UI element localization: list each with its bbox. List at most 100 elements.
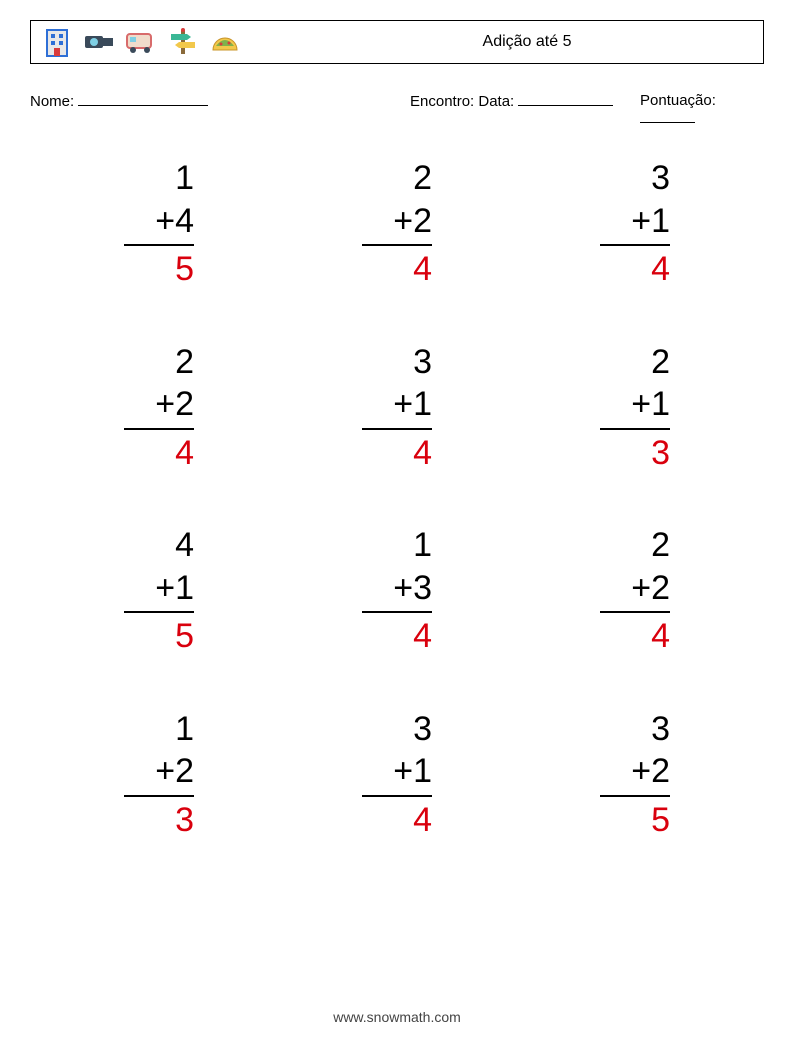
operand-a: 3 <box>600 708 670 751</box>
problem-inner: 2+24 <box>362 157 432 291</box>
meta-score: Pontuação: <box>640 92 764 127</box>
operand-b: 1 <box>175 569 194 607</box>
answer: 4 <box>362 613 432 658</box>
problem-inner: 3+14 <box>600 157 670 291</box>
operator-row: +2 <box>600 567 670 614</box>
problem-cell: 3+14 <box>308 341 486 475</box>
operator: + <box>393 385 413 423</box>
answer: 5 <box>124 613 194 658</box>
problem-inner: 3+25 <box>600 708 670 842</box>
answer: 3 <box>124 797 194 842</box>
operand-b: 3 <box>413 569 432 607</box>
operator: + <box>631 202 651 240</box>
operator: + <box>631 569 651 607</box>
answer: 4 <box>600 246 670 291</box>
operator-row: +2 <box>124 383 194 430</box>
operand-b: 1 <box>413 385 432 423</box>
operator: + <box>393 202 413 240</box>
camper-icon <box>125 26 157 58</box>
footer-url: www.snowmath.com <box>333 1009 461 1025</box>
problem-cell: 2+24 <box>70 341 248 475</box>
operand-b: 1 <box>651 385 670 423</box>
camera-icon <box>83 26 115 58</box>
answer: 4 <box>600 613 670 658</box>
operator-row: +2 <box>362 200 432 247</box>
problem-cell: 3+25 <box>546 708 724 842</box>
operand-b: 2 <box>651 752 670 790</box>
answer: 3 <box>600 430 670 475</box>
operand-b: 1 <box>413 752 432 790</box>
operand-b: 1 <box>651 202 670 240</box>
problem-inner: 3+14 <box>362 708 432 842</box>
problem-cell: 2+13 <box>546 341 724 475</box>
problem-cell: 3+14 <box>546 157 724 291</box>
operand-a: 4 <box>124 524 194 567</box>
meta-row: Nome: Encontro: Data: Pontuação: <box>30 92 764 127</box>
problem-inner: 2+13 <box>600 341 670 475</box>
date-blank[interactable] <box>518 92 613 106</box>
problem-inner: 2+24 <box>124 341 194 475</box>
operand-b: 4 <box>175 202 194 240</box>
operator: + <box>155 752 175 790</box>
score-blank[interactable] <box>640 109 695 123</box>
operand-a: 2 <box>600 524 670 567</box>
header-box: Adição até 5 <box>30 20 764 64</box>
operator-row: +1 <box>600 383 670 430</box>
worksheet-page: Adição até 5 Nome: Encontro: Data: Pontu… <box>0 0 794 1053</box>
worksheet-title: Adição até 5 <box>483 33 572 50</box>
answer: 5 <box>600 797 670 842</box>
encounter-label: Encontro: Data: <box>410 93 514 110</box>
operator-row: +2 <box>600 750 670 797</box>
operand-a: 2 <box>600 341 670 384</box>
problem-cell: 2+24 <box>546 524 724 658</box>
operator-row: +1 <box>124 567 194 614</box>
name-label: Nome: <box>30 93 74 110</box>
operator-row: +1 <box>362 750 432 797</box>
problem-inner: 2+24 <box>600 524 670 658</box>
operator: + <box>155 569 175 607</box>
operand-b: 2 <box>651 569 670 607</box>
operand-b: 2 <box>175 752 194 790</box>
problem-inner: 1+23 <box>124 708 194 842</box>
meta-name: Nome: <box>30 92 410 127</box>
problem-inner: 1+45 <box>124 157 194 291</box>
signpost-icon <box>167 26 199 58</box>
meta-date: Encontro: Data: <box>410 92 640 127</box>
problem-cell: 4+15 <box>70 524 248 658</box>
operator-row: +3 <box>362 567 432 614</box>
problem-cell: 3+14 <box>308 708 486 842</box>
problem-cell: 1+34 <box>308 524 486 658</box>
answer: 4 <box>124 430 194 475</box>
header-icons <box>31 26 241 58</box>
operand-a: 3 <box>362 341 432 384</box>
operator: + <box>155 202 175 240</box>
operand-a: 1 <box>124 708 194 751</box>
footer: www.snowmath.com <box>0 1009 794 1025</box>
operator-row: +2 <box>124 750 194 797</box>
operand-a: 2 <box>124 341 194 384</box>
operand-a: 1 <box>362 524 432 567</box>
operator-row: +1 <box>362 383 432 430</box>
problem-inner: 4+15 <box>124 524 194 658</box>
answer: 5 <box>124 246 194 291</box>
operand-b: 2 <box>175 385 194 423</box>
problem-inner: 1+34 <box>362 524 432 658</box>
operator-row: +1 <box>600 200 670 247</box>
answer: 4 <box>362 797 432 842</box>
operator: + <box>631 752 651 790</box>
problem-cell: 1+45 <box>70 157 248 291</box>
problem-cell: 1+23 <box>70 708 248 842</box>
operand-a: 3 <box>362 708 432 751</box>
operator: + <box>393 569 413 607</box>
operator-row: +4 <box>124 200 194 247</box>
name-blank[interactable] <box>78 92 208 106</box>
operand-b: 2 <box>413 202 432 240</box>
problems-grid: 1+452+243+142+243+142+134+151+342+241+23… <box>30 157 764 841</box>
operator: + <box>155 385 175 423</box>
taco-icon <box>209 26 241 58</box>
operand-a: 2 <box>362 157 432 200</box>
operand-a: 1 <box>124 157 194 200</box>
problem-inner: 3+14 <box>362 341 432 475</box>
answer: 4 <box>362 246 432 291</box>
operand-a: 3 <box>600 157 670 200</box>
